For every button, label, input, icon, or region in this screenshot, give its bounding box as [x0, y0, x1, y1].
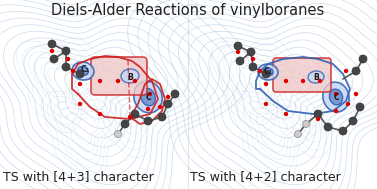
Circle shape	[316, 117, 320, 121]
Circle shape	[284, 79, 288, 83]
Circle shape	[247, 48, 255, 56]
Ellipse shape	[329, 89, 343, 105]
Circle shape	[98, 112, 102, 116]
Circle shape	[346, 102, 350, 106]
Circle shape	[334, 92, 338, 96]
Circle shape	[115, 130, 121, 138]
Circle shape	[302, 121, 310, 128]
Circle shape	[324, 123, 332, 131]
Circle shape	[356, 103, 364, 111]
Circle shape	[148, 92, 152, 96]
Circle shape	[258, 69, 262, 73]
Circle shape	[131, 110, 139, 118]
Ellipse shape	[121, 69, 139, 83]
Ellipse shape	[134, 81, 162, 113]
Circle shape	[318, 79, 322, 83]
Circle shape	[50, 55, 58, 63]
Circle shape	[264, 82, 268, 86]
Text: C: C	[145, 92, 151, 101]
Circle shape	[352, 67, 360, 75]
Circle shape	[121, 120, 129, 128]
FancyBboxPatch shape	[91, 57, 147, 95]
Circle shape	[116, 79, 120, 83]
Text: C₁: C₁	[81, 66, 89, 74]
Ellipse shape	[258, 64, 278, 80]
Circle shape	[251, 57, 255, 61]
Circle shape	[78, 102, 82, 106]
Circle shape	[264, 102, 268, 106]
Circle shape	[76, 70, 84, 78]
Text: Diels-Alder Reactions of vinylboranes: Diels-Alder Reactions of vinylboranes	[51, 4, 325, 19]
Text: B: B	[127, 73, 133, 81]
Ellipse shape	[141, 88, 155, 106]
Circle shape	[62, 63, 70, 71]
Text: B: B	[313, 73, 319, 81]
Circle shape	[164, 100, 172, 108]
Circle shape	[98, 79, 102, 83]
Circle shape	[128, 115, 132, 119]
Circle shape	[144, 117, 152, 125]
Circle shape	[66, 57, 70, 61]
Circle shape	[236, 57, 244, 65]
Circle shape	[284, 112, 288, 116]
Circle shape	[71, 69, 75, 73]
Circle shape	[301, 79, 305, 83]
Text: TS with [4+3] character: TS with [4+3] character	[3, 170, 153, 184]
Circle shape	[359, 55, 367, 63]
FancyBboxPatch shape	[273, 58, 331, 92]
Text: C: C	[333, 92, 339, 101]
Circle shape	[249, 63, 257, 71]
Circle shape	[78, 82, 82, 86]
Circle shape	[133, 79, 137, 83]
Ellipse shape	[263, 68, 273, 76]
Circle shape	[146, 107, 150, 111]
Circle shape	[158, 105, 162, 109]
Circle shape	[339, 127, 347, 135]
Circle shape	[48, 40, 56, 48]
Circle shape	[349, 117, 357, 125]
Circle shape	[344, 69, 348, 73]
Circle shape	[171, 90, 179, 98]
Text: TS with [4+2] character: TS with [4+2] character	[190, 170, 340, 184]
Text: C₁: C₁	[264, 67, 273, 77]
Circle shape	[234, 42, 242, 50]
Circle shape	[334, 109, 338, 113]
Circle shape	[354, 92, 358, 96]
Circle shape	[158, 113, 166, 121]
Circle shape	[50, 49, 54, 53]
Ellipse shape	[323, 82, 349, 112]
Circle shape	[294, 130, 302, 138]
Circle shape	[262, 70, 270, 78]
Ellipse shape	[78, 67, 89, 76]
Circle shape	[166, 95, 170, 99]
Ellipse shape	[72, 62, 94, 80]
Circle shape	[236, 50, 240, 54]
Ellipse shape	[308, 71, 324, 83]
Circle shape	[62, 47, 70, 55]
Circle shape	[314, 110, 322, 118]
